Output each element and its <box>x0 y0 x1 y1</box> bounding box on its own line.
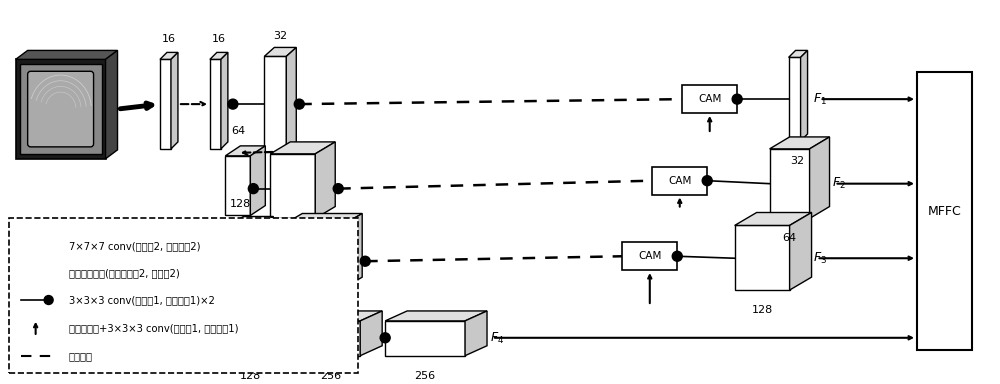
Polygon shape <box>735 212 812 225</box>
Circle shape <box>672 251 682 261</box>
Polygon shape <box>225 156 250 215</box>
Text: 64: 64 <box>231 126 245 136</box>
Circle shape <box>253 256 263 266</box>
Polygon shape <box>385 321 465 356</box>
Polygon shape <box>225 217 273 228</box>
Polygon shape <box>280 214 362 227</box>
Polygon shape <box>789 57 801 141</box>
Text: 128: 128 <box>752 305 773 315</box>
Polygon shape <box>210 52 228 60</box>
Text: 跳过连接: 跳过连接 <box>69 351 93 361</box>
Circle shape <box>273 333 283 343</box>
FancyBboxPatch shape <box>622 242 677 270</box>
Text: $F_3$: $F_3$ <box>813 251 827 266</box>
Polygon shape <box>340 214 362 290</box>
Polygon shape <box>770 137 830 149</box>
Text: 64: 64 <box>783 233 797 243</box>
Text: CAM: CAM <box>668 176 691 186</box>
Polygon shape <box>225 321 275 356</box>
Polygon shape <box>16 50 118 60</box>
Circle shape <box>702 176 712 185</box>
Text: 128: 128 <box>240 371 261 381</box>
Polygon shape <box>16 60 106 159</box>
Polygon shape <box>801 50 808 141</box>
Text: 上采样操作+3×3×3 conv(步长为1, 填充値为1): 上采样操作+3×3×3 conv(步长为1, 填充値为1) <box>69 323 238 333</box>
Polygon shape <box>300 311 382 321</box>
Circle shape <box>228 99 238 109</box>
FancyBboxPatch shape <box>917 72 972 350</box>
Text: 32: 32 <box>273 31 287 41</box>
Polygon shape <box>789 50 808 57</box>
Text: 16: 16 <box>211 35 225 45</box>
Polygon shape <box>210 60 221 149</box>
Polygon shape <box>280 227 340 290</box>
Polygon shape <box>160 60 171 149</box>
Text: 7×7×7 conv(步长为2, 填充値为2): 7×7×7 conv(步长为2, 填充値为2) <box>69 241 200 251</box>
FancyBboxPatch shape <box>28 71 94 147</box>
Polygon shape <box>106 50 118 159</box>
Polygon shape <box>465 311 487 356</box>
Text: $F_2$: $F_2$ <box>832 176 845 191</box>
Text: 16: 16 <box>161 35 175 45</box>
Text: 最大池化操作(卷积尺寸为2, 步长为2): 最大池化操作(卷积尺寸为2, 步长为2) <box>69 268 179 278</box>
Polygon shape <box>221 52 228 149</box>
Polygon shape <box>286 48 296 152</box>
Polygon shape <box>770 149 810 218</box>
Polygon shape <box>810 137 830 218</box>
Polygon shape <box>160 52 178 60</box>
Circle shape <box>380 333 390 343</box>
Text: MFFC: MFFC <box>928 205 961 217</box>
Polygon shape <box>270 142 335 154</box>
Polygon shape <box>300 321 360 356</box>
Polygon shape <box>270 154 315 218</box>
FancyBboxPatch shape <box>652 167 707 195</box>
Polygon shape <box>225 311 295 321</box>
Circle shape <box>333 184 343 194</box>
Polygon shape <box>250 146 265 215</box>
Text: CAM: CAM <box>698 94 721 104</box>
Text: 256: 256 <box>415 371 436 381</box>
FancyBboxPatch shape <box>20 65 102 154</box>
Polygon shape <box>171 52 178 149</box>
Text: 128: 128 <box>230 199 251 209</box>
Polygon shape <box>264 48 296 56</box>
Polygon shape <box>790 212 812 290</box>
FancyBboxPatch shape <box>9 218 358 372</box>
Text: 256: 256 <box>320 371 341 381</box>
FancyBboxPatch shape <box>682 85 737 113</box>
Circle shape <box>294 99 304 109</box>
Text: 3×3×3 conv(步长为1, 填充値为1)×2: 3×3×3 conv(步长为1, 填充値为1)×2 <box>69 295 214 305</box>
Polygon shape <box>225 146 265 156</box>
Circle shape <box>360 256 370 266</box>
Polygon shape <box>255 217 273 288</box>
Text: $F_4$: $F_4$ <box>490 331 504 346</box>
Text: CAM: CAM <box>638 251 661 261</box>
Polygon shape <box>385 311 487 321</box>
Text: $F_1$: $F_1$ <box>813 92 826 107</box>
Text: 32: 32 <box>791 156 805 166</box>
Polygon shape <box>735 225 790 290</box>
Circle shape <box>248 184 258 194</box>
Circle shape <box>732 94 742 104</box>
Circle shape <box>44 296 53 305</box>
Polygon shape <box>264 56 286 152</box>
Polygon shape <box>225 228 255 288</box>
Polygon shape <box>315 142 335 218</box>
Polygon shape <box>360 311 382 356</box>
Polygon shape <box>275 311 295 356</box>
